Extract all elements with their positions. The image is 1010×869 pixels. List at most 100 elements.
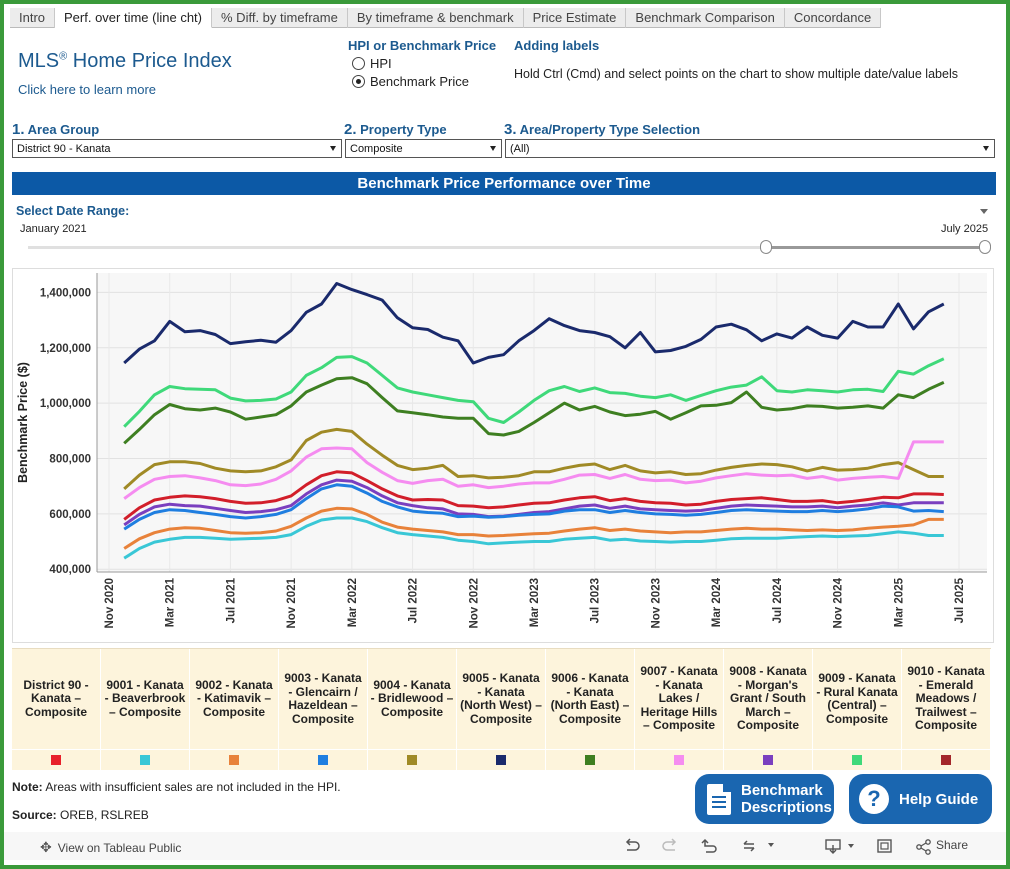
x-tick-label: Mar 2022 [347, 578, 359, 627]
series-line[interactable] [123, 470, 944, 521]
legend-label: 9001 - Kanata - Beaverbrook – Composite [104, 677, 186, 719]
legend-item[interactable]: 9006 - Kanata - Kanata (North East) – Co… [546, 649, 635, 770]
tab-by-timeframe-benchmark[interactable]: By timeframe & benchmark [348, 8, 524, 28]
y-tick-label: 800,000 [49, 453, 91, 465]
series-line[interactable] [123, 440, 944, 500]
legend-item[interactable]: 9010 - Kanata - Emerald Meadows / Trailw… [902, 649, 991, 770]
y-tick-label: 400,000 [49, 564, 91, 576]
series-line[interactable] [123, 478, 944, 527]
tab-diff-by-timeframe[interactable]: % Diff. by timeframe [212, 8, 348, 28]
legend-swatch[interactable] [496, 755, 506, 765]
y-tick-label: 1,000,000 [40, 398, 91, 410]
legend-swatch[interactable] [318, 755, 328, 765]
radio-benchmark-circle[interactable] [352, 75, 365, 88]
legend-item[interactable]: 9002 - Kanata - Katimavik – Composite [190, 649, 279, 770]
legend-swatch[interactable] [407, 755, 417, 765]
date-range-menu-icon[interactable] [980, 209, 988, 214]
tab-perf-over-time-line-cht[interactable]: Perf. over time (line cht) [55, 8, 213, 28]
series-line[interactable] [123, 355, 945, 428]
legend-swatch[interactable] [140, 755, 150, 765]
legend-swatch[interactable] [51, 755, 61, 765]
view-on-tableau-link[interactable]: ✥ View on Tableau Public [40, 839, 182, 855]
source-text: Source: OREB, RSLREB [12, 808, 149, 822]
legend-label: 9006 - Kanata - Kanata (North East) – Co… [550, 671, 630, 726]
line-chart-area: 400,000 600,000 800,000 1,000,000 1,200,000 1… [12, 268, 994, 643]
share-icon[interactable] [916, 839, 932, 855]
x-tick-label: Jul 2023 [590, 578, 602, 623]
note-text: Note: Areas with insufficient sales are … [12, 780, 341, 794]
date-range-track[interactable] [28, 246, 986, 249]
help-icon: ? [859, 784, 889, 814]
legend-item[interactable]: 9001 - Kanata - Beaverbrook – Composite [101, 649, 190, 770]
share-label[interactable]: Share [936, 838, 969, 852]
download-icon[interactable] [824, 837, 862, 855]
x-tick-label: Jul 2025 [954, 577, 966, 623]
legend-label: 9003 - Kanata - Glencairn / Hazeldean – … [284, 671, 362, 726]
benchmark-descriptions-button[interactable]: Benchmark Descriptions [695, 774, 834, 824]
legend-label: District 90 - Kanata – Composite [23, 677, 89, 719]
radio-benchmark-price[interactable]: Benchmark Price [352, 74, 469, 89]
legend-swatch[interactable] [585, 755, 595, 765]
chart-banner: Benchmark Price Performance over Time [12, 172, 996, 195]
property-type-select[interactable]: Composite [345, 139, 502, 158]
x-tick-label: Nov 2021 [286, 577, 298, 628]
legend: District 90 - Kanata – Composite 9001 - K… [12, 648, 991, 770]
series-line[interactable] [123, 506, 944, 550]
refresh-icon[interactable] [740, 837, 776, 855]
x-tick-label: Nov 2023 [650, 578, 662, 629]
legend-item[interactable]: 9008 - Kanata - Morgan's Grant / South M… [724, 649, 813, 770]
legend-swatch[interactable] [852, 755, 862, 765]
tab-bar: Intro Perf. over time (line cht)% Diff. b… [10, 8, 882, 28]
legend-swatch[interactable] [941, 755, 951, 765]
x-tick-label: Nov 2024 [833, 577, 845, 628]
legend-item[interactable]: 9004 - Kanata - Bridlewood – Composite [368, 649, 457, 770]
legend-swatch[interactable] [229, 755, 239, 765]
date-range-start: January 2021 [20, 223, 87, 235]
series-line[interactable] [123, 376, 945, 445]
legend-swatch[interactable] [763, 755, 773, 765]
help-guide-button[interactable]: ? Help Guide [849, 774, 992, 824]
fullscreen-icon[interactable] [875, 837, 895, 855]
benchmark-button-line2: Descriptions [741, 799, 832, 816]
x-tick-label: Jul 2022 [408, 578, 420, 623]
chevron-down-icon [330, 146, 336, 151]
date-range-selection[interactable] [766, 246, 986, 249]
legend-item[interactable]: 9007 - Kanata - Kanata Lakes / Heritage … [635, 649, 724, 770]
series-line[interactable] [123, 516, 944, 560]
property-type-header: 2. Property Type [344, 121, 447, 138]
chevron-down-icon [490, 146, 496, 151]
tab-intro[interactable]: Intro [10, 8, 56, 28]
legend-label: 9002 - Kanata - Katimavik – Composite [195, 677, 273, 719]
area-group-header: 1. Area Group [12, 121, 100, 138]
legend-item[interactable]: 9005 - Kanata - Kanata (North West) – Co… [457, 649, 546, 770]
x-tick-label: Mar 2024 [711, 577, 723, 627]
tab-price-estimate[interactable]: Price Estimate [524, 8, 627, 28]
legend-label: 9005 - Kanata - Kanata (North West) – Co… [460, 671, 542, 726]
y-tick-label: 1,200,000 [40, 343, 91, 355]
selection-select[interactable]: (All) [505, 139, 995, 158]
undo-icon[interactable] [622, 837, 642, 855]
area-group-select[interactable]: District 90 - Kanata [12, 139, 342, 158]
learn-more-link[interactable]: Click here to learn more [18, 82, 156, 97]
revert-icon[interactable] [700, 837, 720, 855]
y-tick-label: 1,400,000 [40, 287, 91, 299]
legend-item[interactable]: 9003 - Kanata - Glencairn / Hazeldean – … [279, 649, 368, 770]
legend-swatch[interactable] [674, 755, 684, 765]
legend-item[interactable]: 9009 - Kanata - Rural Kanata (Central) –… [813, 649, 902, 770]
radio-hpi-circle[interactable] [352, 57, 365, 70]
series-line[interactable] [123, 427, 944, 491]
date-range-end-handle[interactable] [979, 240, 991, 254]
tab-benchmark-comparison[interactable]: Benchmark Comparison [626, 8, 785, 28]
radio-hpi[interactable]: HPI [352, 56, 392, 71]
selection-header: 3. Area/Property Type Selection [504, 121, 701, 138]
redo-icon[interactable] [660, 837, 680, 855]
date-range-start-handle[interactable] [760, 240, 772, 254]
adding-labels-header: Adding labels [514, 38, 600, 53]
legend-label: 9004 - Kanata - Bridlewood – Composite [370, 677, 454, 719]
legend-item[interactable]: District 90 - Kanata – Composite [12, 649, 101, 770]
series-line[interactable] [123, 483, 944, 531]
tab-concordance[interactable]: Concordance [785, 8, 882, 28]
series-line[interactable] [123, 282, 945, 365]
y-tick-label: 600,000 [49, 509, 91, 521]
line-chart[interactable]: 400,000 600,000 800,000 1,000,000 1,200,000 1… [13, 269, 993, 642]
